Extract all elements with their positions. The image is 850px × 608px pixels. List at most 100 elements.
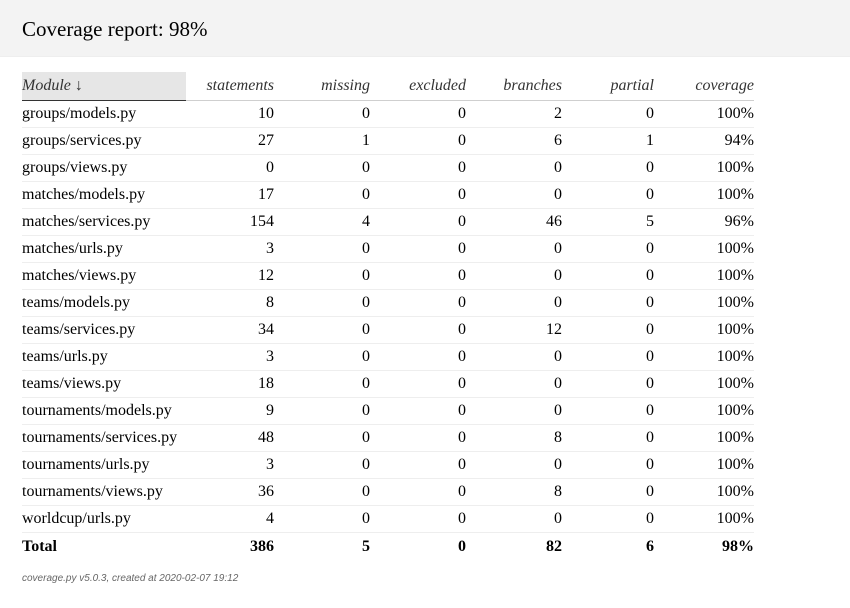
total-excluded: 0: [458, 538, 466, 555]
module-file-link[interactable]: tournaments/services.py: [22, 424, 186, 452]
branches-cell: 6: [466, 127, 562, 155]
coverage-cell: 100%: [654, 478, 754, 506]
coverage-index: Module ↓ statements missing excluded bra…: [22, 72, 754, 561]
partial-cell: 0: [562, 505, 654, 533]
table-row: tournaments/urls.py 3 0 0 0 0 100%: [22, 451, 754, 479]
partial-cell: 5: [562, 208, 654, 236]
branches-cell: 12: [466, 316, 562, 344]
branches-cell: 0: [466, 262, 562, 290]
missing-cell: 0: [274, 262, 370, 290]
coverage-cell: 100%: [654, 100, 754, 128]
total-row: Total 386 5 0 82 6 98%: [22, 533, 754, 562]
missing-cell: 0: [274, 316, 370, 344]
statements-cell: 48: [186, 424, 274, 452]
excluded-cell: 0: [370, 289, 466, 317]
coverage-cell: 100%: [654, 316, 754, 344]
table-row: groups/models.py 10 0 0 2 0 100%: [22, 100, 754, 128]
table-row: matches/views.py 12 0 0 0 0 100%: [22, 262, 754, 290]
column-header-missing[interactable]: missing: [274, 72, 370, 101]
total-coverage: 98%: [722, 538, 754, 555]
coverage-cell: 100%: [654, 451, 754, 479]
coverage-cell: 100%: [654, 154, 754, 182]
coverage-cell: 100%: [654, 343, 754, 371]
branches-cell: 2: [466, 100, 562, 128]
module-file-link[interactable]: tournaments/views.py: [22, 478, 186, 506]
coverage-cell: 94%: [654, 127, 754, 155]
total-missing: 5: [362, 538, 370, 555]
excluded-cell: 0: [370, 316, 466, 344]
table-row: groups/views.py 0 0 0 0 0 100%: [22, 154, 754, 182]
module-file-link[interactable]: matches/urls.py: [22, 235, 186, 263]
coverage-cell: 100%: [654, 289, 754, 317]
partial-cell: 1: [562, 127, 654, 155]
table-row: teams/urls.py 3 0 0 0 0 100%: [22, 343, 754, 371]
statements-cell: 3: [186, 343, 274, 371]
missing-cell: 0: [274, 289, 370, 317]
partial-cell: 0: [562, 262, 654, 290]
column-header-statements[interactable]: statements: [186, 72, 274, 101]
footer-note: coverage.py v5.0.3, created at 2020-02-0…: [22, 573, 239, 584]
table-row: matches/urls.py 3 0 0 0 0 100%: [22, 235, 754, 263]
statements-cell: 10: [186, 100, 274, 128]
missing-cell: 0: [274, 100, 370, 128]
missing-cell: 0: [274, 397, 370, 425]
table-row: matches/models.py 17 0 0 0 0 100%: [22, 181, 754, 209]
excluded-cell: 0: [370, 424, 466, 452]
module-file-link[interactable]: teams/views.py: [22, 370, 186, 398]
branches-cell: 0: [466, 505, 562, 533]
partial-cell: 0: [562, 100, 654, 128]
branches-cell: 8: [466, 424, 562, 452]
excluded-cell: 0: [370, 397, 466, 425]
module-file-link[interactable]: groups/services.py: [22, 127, 186, 155]
coverage-cell: 100%: [654, 181, 754, 209]
partial-cell: 0: [562, 235, 654, 263]
column-header-partial[interactable]: partial: [562, 72, 654, 101]
branches-cell: 46: [466, 208, 562, 236]
module-file-link[interactable]: teams/services.py: [22, 316, 186, 344]
table-row: groups/services.py 27 1 0 6 1 94%: [22, 127, 754, 155]
statements-cell: 36: [186, 478, 274, 506]
statements-cell: 4: [186, 505, 274, 533]
partial-cell: 0: [562, 478, 654, 506]
statements-cell: 8: [186, 289, 274, 317]
module-file-link[interactable]: matches/views.py: [22, 262, 186, 290]
coverage-cell: 100%: [654, 424, 754, 452]
partial-cell: 0: [562, 370, 654, 398]
module-file-link[interactable]: matches/models.py: [22, 181, 186, 209]
module-file-link[interactable]: worldcup/urls.py: [22, 505, 186, 533]
excluded-cell: 0: [370, 451, 466, 479]
column-header-coverage[interactable]: coverage: [654, 72, 754, 101]
column-header-module[interactable]: Module ↓: [22, 72, 186, 101]
missing-cell: 4: [274, 208, 370, 236]
missing-cell: 0: [274, 181, 370, 209]
coverage-table: Module ↓ statements missing excluded bra…: [22, 72, 754, 561]
statements-cell: 9: [186, 397, 274, 425]
module-file-link[interactable]: teams/models.py: [22, 289, 186, 317]
module-file-link[interactable]: matches/services.py: [22, 208, 186, 236]
partial-cell: 0: [562, 397, 654, 425]
module-file-link[interactable]: groups/views.py: [22, 154, 186, 182]
statements-cell: 27: [186, 127, 274, 155]
statements-cell: 154: [186, 208, 274, 236]
branches-cell: 8: [466, 478, 562, 506]
module-file-link[interactable]: tournaments/urls.py: [22, 451, 186, 479]
excluded-cell: 0: [370, 262, 466, 290]
partial-cell: 0: [562, 289, 654, 317]
missing-cell: 0: [274, 451, 370, 479]
statements-cell: 12: [186, 262, 274, 290]
module-file-link[interactable]: groups/models.py: [22, 100, 186, 128]
branches-cell: 0: [466, 370, 562, 398]
statements-cell: 34: [186, 316, 274, 344]
table-row: teams/services.py 34 0 0 12 0 100%: [22, 316, 754, 344]
excluded-cell: 0: [370, 505, 466, 533]
excluded-cell: 0: [370, 208, 466, 236]
module-file-link[interactable]: teams/urls.py: [22, 343, 186, 371]
table-row: matches/services.py 154 4 0 46 5 96%: [22, 208, 754, 236]
column-header-excluded[interactable]: excluded: [370, 72, 466, 101]
partial-cell: 0: [562, 424, 654, 452]
excluded-cell: 0: [370, 343, 466, 371]
column-header-branches[interactable]: branches: [466, 72, 562, 101]
module-file-link[interactable]: tournaments/models.py: [22, 397, 186, 425]
partial-cell: 0: [562, 451, 654, 479]
excluded-cell: 0: [370, 181, 466, 209]
